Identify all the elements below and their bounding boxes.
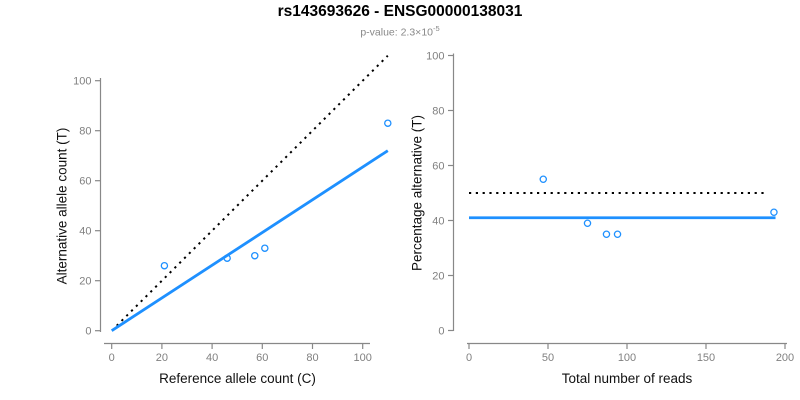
- regression-line: [110, 149, 389, 332]
- x-tick-label: 60: [256, 352, 268, 364]
- figure-title: rs143693626 - ENSG00000138031: [277, 3, 523, 20]
- y-tick-label: 80: [432, 106, 444, 118]
- data-point: [251, 251, 259, 260]
- x-tick-label: 40: [206, 352, 218, 364]
- x-tick-label: 80: [306, 352, 318, 364]
- y-tick-label: 60: [432, 161, 444, 173]
- y-tick-label: 20: [79, 276, 91, 288]
- y-tick-label: 60: [79, 176, 91, 188]
- data-point: [261, 244, 269, 252]
- x-tick-label: 100: [618, 352, 636, 364]
- x-tick-label: 0: [466, 352, 472, 364]
- percentage-vs-reads-scatter-panel: 0 50 100 150 200 0 20 40 60 80 100: [426, 51, 794, 365]
- y-tick-label: 40: [79, 226, 91, 238]
- x-tick-label: 50: [542, 352, 554, 364]
- allele-counts-scatter-panel: 0 20 40 60 80 100 0 20 40 60 80 100: [73, 54, 392, 364]
- y-tick-label: 0: [85, 326, 91, 338]
- left-x-axis-label: Reference allele count (C): [159, 371, 316, 386]
- x-tick-label: 20: [156, 352, 168, 364]
- data-point: [770, 208, 778, 216]
- y-tick-label: 100: [426, 51, 444, 63]
- data-point: [602, 230, 611, 238]
- x-tick-label: 0: [109, 352, 115, 364]
- identity-line: [116, 54, 389, 327]
- y-tick-label: 40: [432, 216, 444, 228]
- y-tick-label: 100: [73, 76, 91, 88]
- y-tick-label: 80: [79, 126, 91, 138]
- p-value-text: p-value: 2.3×10: [360, 26, 433, 39]
- data-point: [613, 230, 622, 238]
- y-tick-label: 0: [438, 326, 444, 338]
- data-point: [223, 254, 231, 262]
- data-point: [583, 219, 592, 227]
- p-value-exponent: -5: [433, 24, 440, 33]
- right-x-axis-label: Total number of reads: [561, 371, 693, 386]
- data-point: [384, 119, 392, 127]
- y-tick-label: 20: [432, 271, 444, 283]
- x-tick-label: 200: [776, 352, 794, 364]
- figure-subtitle: p-value: 2.3×10-5: [0, 24, 800, 39]
- left-y-axis-label: Alternative allele count (T): [54, 127, 70, 285]
- data-point: [539, 175, 548, 183]
- x-tick-label: 150: [697, 352, 715, 364]
- right-y-axis-label: Percentage alternative (T): [409, 114, 425, 272]
- x-tick-label: 100: [354, 352, 372, 364]
- data-point: [160, 261, 169, 270]
